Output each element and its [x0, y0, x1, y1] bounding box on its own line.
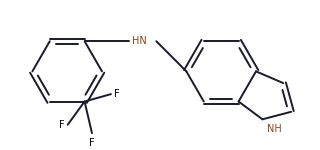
Text: F: F	[59, 120, 65, 130]
Text: HN: HN	[132, 36, 147, 46]
Text: NH: NH	[267, 124, 281, 134]
Text: F: F	[114, 89, 120, 99]
Text: F: F	[89, 138, 95, 148]
